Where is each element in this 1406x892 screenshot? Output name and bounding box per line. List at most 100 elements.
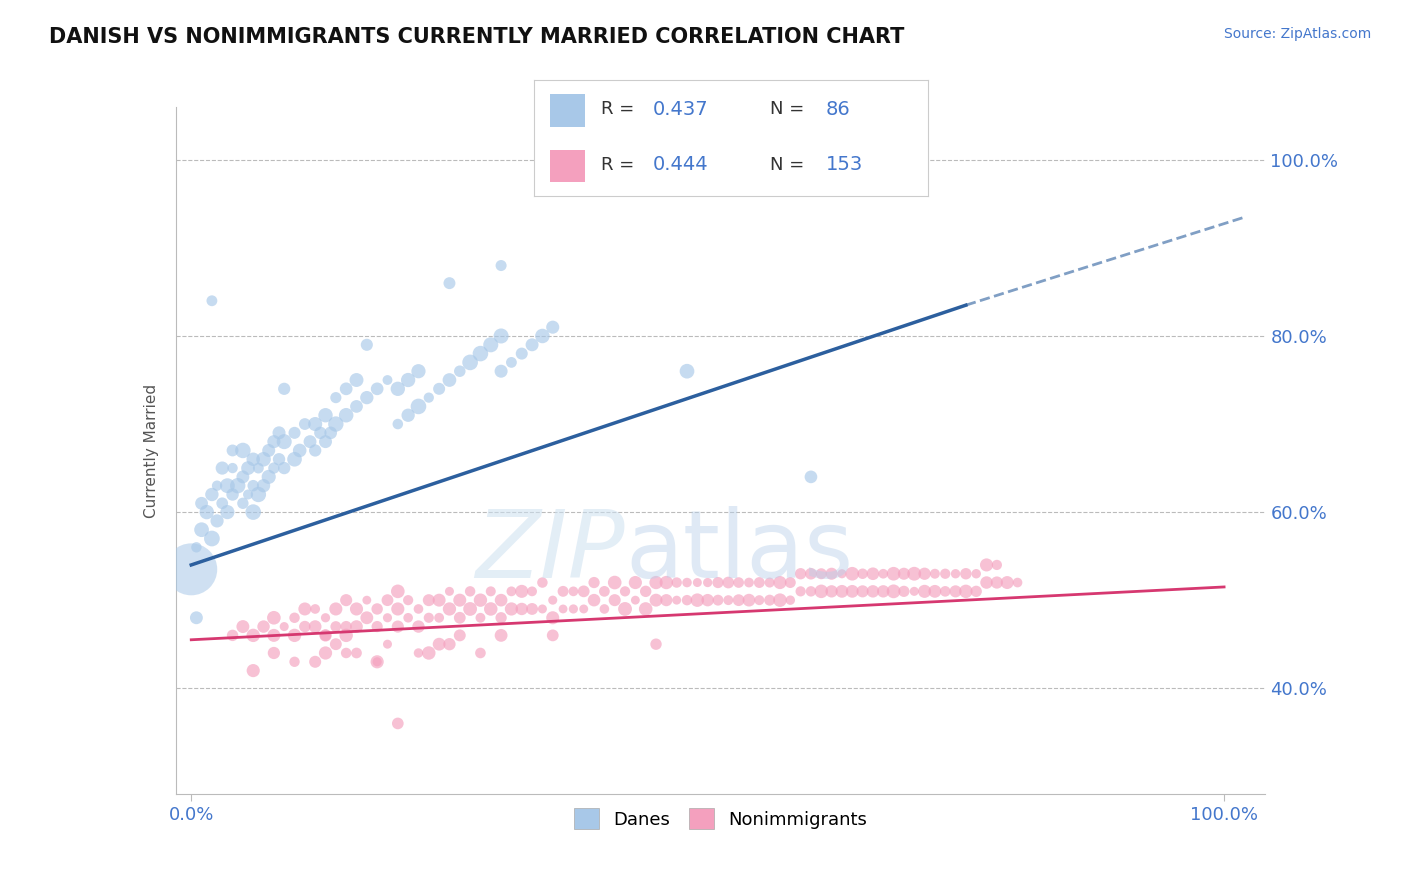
Point xyxy=(789,566,811,581)
Point xyxy=(439,637,461,651)
Point xyxy=(686,593,709,607)
Point xyxy=(387,584,409,599)
Point xyxy=(236,461,259,475)
Point xyxy=(377,373,399,387)
Point xyxy=(965,584,987,599)
Point xyxy=(201,293,224,308)
Point xyxy=(273,382,295,396)
Point xyxy=(387,602,409,616)
Point xyxy=(439,276,461,290)
Point xyxy=(883,566,905,581)
Point xyxy=(242,478,264,492)
Point xyxy=(273,619,295,633)
Point xyxy=(800,566,823,581)
Text: 153: 153 xyxy=(825,155,863,175)
Point xyxy=(335,646,357,660)
Point xyxy=(986,558,1008,572)
Point xyxy=(841,566,863,581)
Point xyxy=(201,532,224,546)
Point xyxy=(418,646,440,660)
Point xyxy=(180,562,202,576)
Point xyxy=(335,593,357,607)
Point xyxy=(489,259,512,273)
Point xyxy=(263,434,285,449)
Point xyxy=(273,434,295,449)
Point xyxy=(458,584,481,599)
Point xyxy=(408,646,430,660)
Point xyxy=(377,593,399,607)
Point xyxy=(758,575,780,590)
Point xyxy=(510,602,533,616)
Point xyxy=(810,584,832,599)
Point xyxy=(872,584,894,599)
Point xyxy=(211,496,233,510)
Point xyxy=(614,584,637,599)
Point xyxy=(893,584,915,599)
Text: 86: 86 xyxy=(825,100,851,119)
Point xyxy=(841,584,863,599)
Point xyxy=(1007,575,1029,590)
Point xyxy=(470,346,492,360)
Point xyxy=(396,611,419,625)
Point xyxy=(366,602,388,616)
Point xyxy=(252,452,274,467)
Point xyxy=(634,584,657,599)
Point xyxy=(319,425,342,440)
Point xyxy=(190,523,212,537)
Point xyxy=(356,338,378,352)
Point xyxy=(449,364,471,378)
Point xyxy=(288,443,311,458)
Point xyxy=(645,593,668,607)
Point xyxy=(263,461,285,475)
Point xyxy=(707,593,730,607)
Point xyxy=(717,593,740,607)
Point xyxy=(217,505,239,519)
Text: N =: N = xyxy=(770,100,810,119)
Point xyxy=(748,593,770,607)
Point xyxy=(315,611,337,625)
Point xyxy=(325,602,347,616)
Point xyxy=(510,346,533,360)
Point xyxy=(686,575,709,590)
Point xyxy=(366,619,388,633)
Point xyxy=(346,400,368,414)
Point xyxy=(769,593,792,607)
Point xyxy=(696,575,718,590)
Point xyxy=(294,602,316,616)
Text: 0.444: 0.444 xyxy=(652,155,709,175)
Point xyxy=(470,611,492,625)
Point xyxy=(489,593,512,607)
Point xyxy=(696,593,718,607)
Point xyxy=(995,575,1018,590)
Point xyxy=(298,434,321,449)
Point xyxy=(965,566,987,581)
Point xyxy=(531,329,554,343)
Point xyxy=(335,628,357,642)
Point xyxy=(531,602,554,616)
Point xyxy=(439,584,461,599)
Point xyxy=(273,461,295,475)
Point xyxy=(738,593,761,607)
Point xyxy=(614,602,637,616)
Point xyxy=(510,584,533,599)
Point xyxy=(335,619,357,633)
Point xyxy=(852,584,875,599)
Point xyxy=(263,628,285,642)
Text: ZIP: ZIP xyxy=(475,507,626,598)
Text: DANISH VS NONIMMIGRANTS CURRENTLY MARRIED CORRELATION CHART: DANISH VS NONIMMIGRANTS CURRENTLY MARRIE… xyxy=(49,27,904,46)
Point xyxy=(562,602,585,616)
Text: 0.437: 0.437 xyxy=(652,100,709,119)
Point xyxy=(458,355,481,369)
Point xyxy=(551,584,574,599)
Point xyxy=(346,646,368,660)
Point xyxy=(914,584,936,599)
Point xyxy=(408,619,430,633)
Text: R =: R = xyxy=(602,100,640,119)
Point xyxy=(257,470,280,484)
Point xyxy=(396,373,419,387)
Point xyxy=(624,575,647,590)
Point xyxy=(852,566,875,581)
Point xyxy=(217,478,239,492)
Text: atlas: atlas xyxy=(626,506,853,598)
Point xyxy=(955,584,977,599)
